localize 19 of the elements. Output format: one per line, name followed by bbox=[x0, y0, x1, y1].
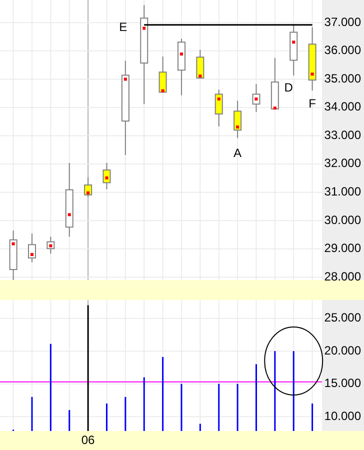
x-tick-label: 06 bbox=[81, 433, 96, 448]
y-tick-label: 28.000 bbox=[324, 269, 362, 284]
y-tick-label: 31.000 bbox=[324, 184, 362, 198]
y-tick-label: 10.000 bbox=[324, 408, 362, 423]
y-tick-label: 15.000 bbox=[324, 376, 362, 390]
y-tick-label: 36.000 bbox=[324, 43, 362, 58]
y-tick-label: 37.000 bbox=[324, 14, 362, 29]
y-tick-label: 32.000 bbox=[324, 156, 362, 170]
annotation: A bbox=[234, 146, 242, 160]
y-tick-label: 34.000 bbox=[324, 100, 362, 114]
y-tick-label: 33.000 bbox=[324, 128, 362, 142]
y-tick-label: 20.000 bbox=[324, 343, 362, 358]
annotation: D bbox=[284, 80, 294, 95]
y-tick-label: 25.000 bbox=[324, 310, 362, 325]
annotation: E bbox=[119, 20, 128, 34]
y-tick-label: 29.000 bbox=[324, 241, 362, 256]
annotation: F bbox=[308, 96, 316, 111]
y-tick-label: 35.000 bbox=[324, 71, 362, 86]
y-tick-label: 30.000 bbox=[324, 212, 362, 227]
